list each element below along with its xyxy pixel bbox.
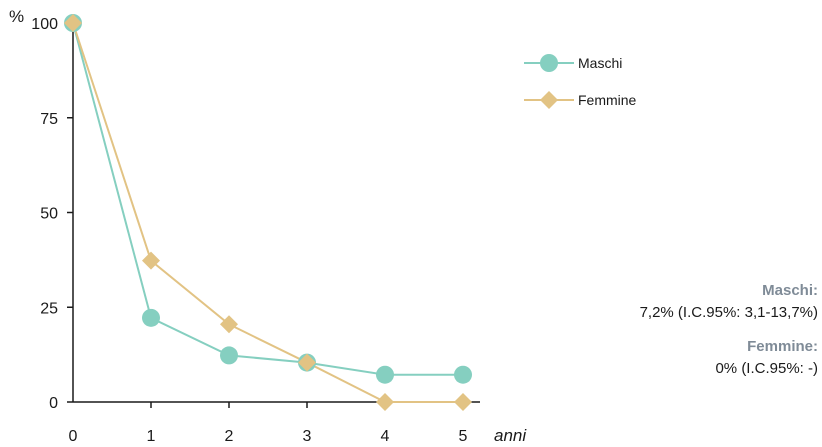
x-tick-label: 5 [459, 428, 468, 445]
data-point-femmine [298, 353, 316, 372]
x-tick-label: 1 [147, 428, 156, 445]
data-point-maschi [220, 346, 238, 365]
x-tick-label: 4 [381, 428, 390, 445]
data-point-maschi [454, 365, 472, 384]
legend-marker-maschi [540, 54, 558, 72]
x-tick-label: 3 [303, 428, 312, 445]
data-point-femmine [454, 393, 472, 411]
y-tick-label: 25 [40, 300, 58, 317]
y-tick-label: 100 [31, 16, 58, 33]
data-point-maschi [142, 308, 160, 327]
legend-marker-femmine [540, 91, 558, 109]
note-maschi-title: Maschi: [762, 282, 818, 299]
y-tick-label: 75 [40, 111, 58, 128]
y-tick-label: 50 [40, 206, 58, 223]
data-point-femmine [64, 14, 82, 32]
note-femmine-title: Femmine: [747, 338, 818, 355]
result-notes: Maschi: 7,2% (I.C.95%: 3,1-13,7%) Femmin… [498, 280, 818, 380]
x-ticks: 0 1 2 3 4 5 [69, 402, 468, 445]
data-point-femmine [376, 393, 394, 411]
data-series [64, 14, 472, 411]
x-tick-label: 0 [69, 428, 78, 445]
legend-label-femmine: Femmine [578, 92, 637, 108]
data-point-femmine [142, 251, 160, 270]
legend-label-maschi: Maschi [578, 55, 622, 71]
y-axis-unit: % [9, 7, 24, 26]
x-axis-unit: anni [494, 426, 527, 445]
data-point-femmine [220, 315, 238, 334]
series-line-maschi [72, 22, 463, 376]
y-tick-label: 0 [49, 395, 58, 412]
y-ticks: 0 25 50 75 100 [31, 16, 73, 412]
series-line-femmine [72, 22, 463, 403]
x-tick-label: 2 [225, 428, 234, 445]
note-maschi-value: 7,2% (I.C.95%: 3,1-13,7%) [639, 304, 818, 321]
note-femmine-value: 0% (I.C.95%: -) [715, 360, 818, 377]
data-point-maschi [376, 365, 394, 384]
legend: Maschi Femmine [524, 54, 637, 109]
